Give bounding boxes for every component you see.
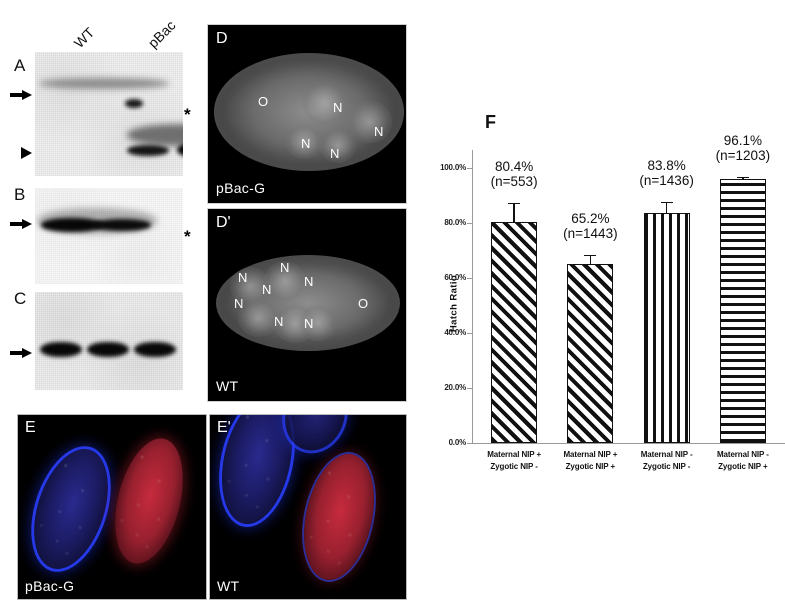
bar-percent-4: 96.1% xyxy=(723,132,763,148)
bar-n-4: (n=1203) xyxy=(715,148,771,164)
bar-value-label-3: 83.8% (n=1436) xyxy=(612,158,722,189)
panel-c-arrow-icon xyxy=(10,348,32,358)
panel-b-arrow-icon xyxy=(10,219,32,229)
panel-d-prime-oocyte-tag: O xyxy=(358,296,369,311)
panel-d-oocyte-tag: O xyxy=(258,94,269,109)
bar-n-1: (n=553) xyxy=(490,174,538,190)
panel-e-prime-caption: WT xyxy=(217,578,240,594)
panel-d-prime-image: D' N N N N N N N O WT xyxy=(207,208,407,402)
bar-n-3: (n=1436) xyxy=(639,173,694,189)
bar-4[interactable] xyxy=(719,178,766,443)
bar-value-label-4: 96.1% (n=1203) xyxy=(688,133,785,164)
panel-d-letter: D xyxy=(216,30,228,47)
panel-d-nurse-tag-4: N xyxy=(330,146,340,161)
y-axis-tick xyxy=(467,443,472,444)
y-axis-tick xyxy=(467,223,472,224)
panel-d-nurse-tag-2: N xyxy=(374,124,384,139)
bar-percent-1: 80.4% xyxy=(494,158,534,174)
lane-label-pbac: pBac xyxy=(144,17,179,51)
panel-d-nurse-tag-1: N xyxy=(333,100,343,115)
panel-d-nurse-tag-3: N xyxy=(301,136,311,151)
bar-value-label-1: 80.4% (n=553) xyxy=(459,159,569,190)
bar-1[interactable] xyxy=(491,221,538,443)
error-bar-cap-top-3 xyxy=(660,201,673,204)
y-axis-tick xyxy=(467,168,472,169)
bar-3[interactable] xyxy=(643,212,690,443)
category-4-line-2: Zygotic NIP + xyxy=(718,461,768,471)
y-axis-tick xyxy=(467,388,472,389)
error-bar-cap-top-1 xyxy=(508,202,521,205)
y-axis-tick-label: 100.0% xyxy=(440,163,466,172)
panel-c-blot xyxy=(35,292,183,390)
panel-a-blot xyxy=(35,52,183,176)
panel-a-lane-labels: WT pBac pBac-G xyxy=(36,8,206,53)
panel-e-letter: E xyxy=(25,419,36,436)
x-axis-category-label-2: Maternal NIP + Zygotic NIP + xyxy=(544,449,636,472)
error-bar-3 xyxy=(665,201,668,213)
y-axis-title: Hatch Ratio xyxy=(448,274,460,332)
y-axis-line xyxy=(472,150,473,443)
error-bar-2 xyxy=(589,254,592,264)
category-3-line-2: Zygotic NIP - xyxy=(642,461,691,471)
error-bar-cap-top-2 xyxy=(584,254,597,257)
x-axis-category-label-1: Maternal NIP + Zygotic NIP - xyxy=(468,449,560,472)
panel-e-prime-letter: E' xyxy=(217,419,231,436)
panel-d-prime-nurse-tag-7: N xyxy=(304,316,314,331)
panel-a-asterisk-icon: * xyxy=(184,105,191,124)
panel-c-letter: C xyxy=(14,289,27,308)
panel-d-prime-nurse-tag-3: N xyxy=(262,282,272,297)
panel-b-blot xyxy=(35,188,183,284)
category-2-line-2: Zygotic NIP + xyxy=(565,461,616,471)
panel-d-prime-nurse-tag-4: N xyxy=(304,274,314,289)
bar-n-2: (n=1443) xyxy=(563,226,618,242)
bar-2[interactable] xyxy=(567,263,614,443)
panel-b-letter: B xyxy=(14,185,26,204)
panel-d-prime-nurse-tag-1: N xyxy=(238,270,248,285)
bar-percent-3: 83.8% xyxy=(647,157,686,173)
panel-d-prime-letter: D' xyxy=(216,214,231,231)
category-4-line-1: Maternal NIP - xyxy=(716,450,769,459)
panel-a-arrowhead-icon xyxy=(21,147,32,159)
y-axis-tick-label: 20.0% xyxy=(444,383,466,392)
panel-d-image: D O N N N N pBac-G xyxy=(207,24,407,204)
y-axis-tick-label: 60.0% xyxy=(444,273,466,282)
panel-b-asterisk-icon: * xyxy=(184,227,191,246)
panel-e-caption: pBac-G xyxy=(25,578,75,594)
x-axis-line xyxy=(472,443,785,444)
panel-a-letter: A xyxy=(14,56,26,75)
panel-d-prime-nurse-tag-5: N xyxy=(234,296,244,311)
y-axis-tick xyxy=(467,333,472,334)
y-axis-tick xyxy=(467,278,472,279)
panel-d-prime-nurse-tag-2: N xyxy=(280,260,290,275)
y-axis-tick-label: 0.0% xyxy=(448,438,467,447)
panel-e-prime-image: E' WT xyxy=(209,414,407,600)
y-axis-tick-label: 40.0% xyxy=(444,328,466,337)
panel-e-image: E pBac-G xyxy=(17,414,207,600)
category-2-line-1: Maternal NIP + xyxy=(563,450,618,459)
panel-d-caption: pBac-G xyxy=(216,180,266,196)
bar-percent-2: 65.2% xyxy=(571,210,610,226)
error-bar-cap-top-4 xyxy=(736,176,749,179)
panel-a-arrow-icon xyxy=(10,90,32,100)
category-3-line-1: Maternal NIP - xyxy=(640,450,693,459)
category-1-line-2: Zygotic NIP - xyxy=(490,461,538,471)
panel-d-prime-caption: WT xyxy=(216,378,239,394)
x-axis-category-label-4: Maternal NIP - Zygotic NIP + xyxy=(697,449,785,472)
hatch-ratio-bar-chart: 0.0% 20.0% 40.0% 60.0% 80.0% 100.0% Hatch Rati… xyxy=(430,100,785,570)
bar-value-label-2: 65.2% (n=1443) xyxy=(535,211,645,242)
panel-d-prime-nurse-tag-6: N xyxy=(274,314,284,329)
category-1-line-1: Maternal NIP + xyxy=(487,450,542,459)
error-bar-1 xyxy=(513,202,515,222)
panel-f-letter: F xyxy=(485,112,496,132)
x-axis-category-label-3: Maternal NIP - Zygotic NIP - xyxy=(621,449,713,472)
lane-label-wt: WT xyxy=(70,24,98,51)
y-axis-tick-label: 80.0% xyxy=(444,218,466,227)
